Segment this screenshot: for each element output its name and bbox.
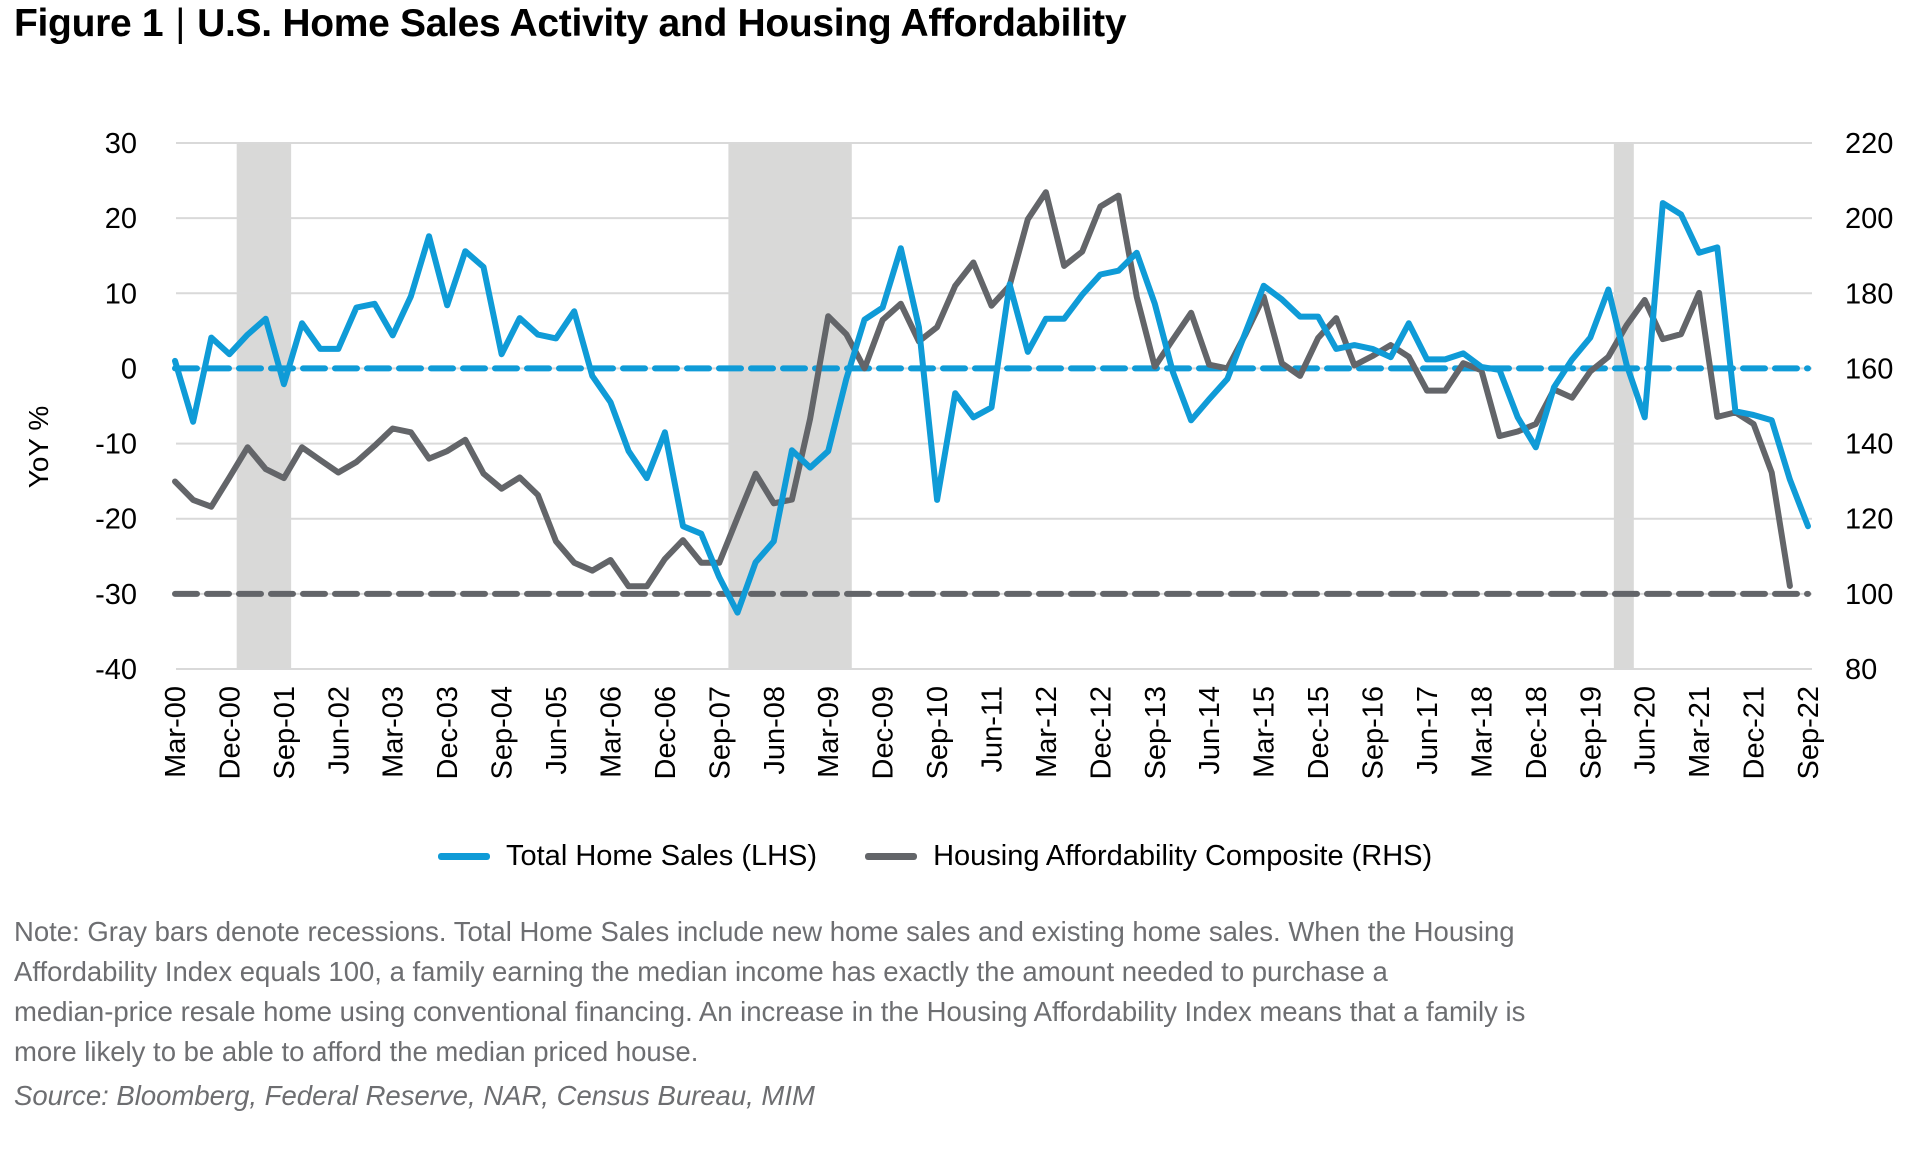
x-tick-label: Sep-10 [922, 686, 954, 780]
x-tick-label: Sep-13 [1140, 686, 1172, 780]
x-tick-label: Dec-09 [868, 686, 900, 780]
legend-swatch-affordability [865, 852, 918, 860]
y-tick-label: -40 [95, 654, 137, 686]
y2-tick-label: 180 [1845, 278, 1893, 310]
x-tick-label: Sep-01 [269, 686, 301, 780]
recession-band [1613, 143, 1634, 669]
x-tick-label: Jun-11 [977, 686, 1009, 773]
x-tick-label: Jun-17 [1412, 686, 1444, 775]
y2-tick-label: 140 [1845, 429, 1893, 461]
series-line-sales [172, 200, 1811, 616]
x-tick-label: Mar-03 [378, 686, 410, 778]
figure-title-text: U.S. Home Sales Activity and Housing Aff… [197, 2, 1127, 45]
x-tick-label: Dec-21 [1739, 686, 1771, 780]
legend-label-affordability: Housing Affordability Composite (RHS) [933, 839, 1433, 872]
y-tick-label: 20 [105, 203, 137, 235]
recession-band [236, 143, 292, 669]
note-line: Note: Gray bars denote recessions. Total… [14, 916, 1515, 947]
title-separator: | [175, 2, 186, 45]
x-tick-label: Jun-08 [759, 686, 791, 775]
note-line: more likely to be able to afford the med… [14, 1036, 699, 1067]
x-tick-label: Dec-06 [650, 686, 682, 780]
y2-tick-label: 120 [1845, 504, 1893, 536]
x-tick-label: Mar-06 [595, 686, 627, 778]
note-line: Affordability Index equals 100, a family… [14, 956, 1388, 987]
x-tick-label: Sep-22 [1793, 686, 1825, 780]
legend: Total Home Sales (LHS) Housing Affordabi… [438, 836, 1480, 876]
legend-swatch-sales [438, 852, 490, 860]
x-tick-label: Mar-09 [813, 686, 845, 778]
chart-note: Note: Gray bars denote recessions. Total… [14, 912, 1525, 1072]
x-tick-label: Sep-07 [704, 686, 736, 780]
y-tick-label: -30 [95, 579, 137, 611]
y2-tick-label: 220 [1845, 128, 1893, 160]
y2-tick-label: 200 [1845, 203, 1893, 235]
x-tick-label: Dec-15 [1303, 686, 1335, 780]
x-tick-label: Sep-04 [487, 686, 519, 780]
x-tick-label: Dec-03 [432, 686, 464, 780]
legend-label-sales: Total Home Sales (LHS) [506, 839, 818, 872]
legend-item-sales: Total Home Sales (LHS) [438, 840, 817, 873]
y-tick-label: -20 [95, 504, 137, 536]
y2-tick-label: 80 [1845, 654, 1877, 686]
x-tick-label: Jun-14 [1194, 686, 1226, 775]
x-tick-label: Jun-05 [541, 686, 573, 775]
x-tick-label: Dec-00 [214, 686, 246, 780]
y-axis-label: YoY % [23, 406, 54, 489]
x-tick-label: Mar-12 [1031, 686, 1063, 778]
x-tick-label: Dec-12 [1085, 686, 1117, 780]
y2-tick-label: 160 [1845, 353, 1893, 385]
y-tick-label: -10 [95, 429, 137, 461]
figure-label: Figure 1 [14, 2, 164, 45]
x-tick-label: Sep-19 [1575, 686, 1607, 780]
y-tick-label: 30 [105, 128, 137, 160]
series-line-affordability [172, 189, 1793, 590]
y2-tick-label: 100 [1845, 579, 1893, 611]
x-tick-label: Mar-15 [1249, 686, 1281, 778]
y-tick-label: 10 [105, 278, 137, 310]
x-tick-label: Mar-21 [1684, 686, 1716, 778]
legend-item-affordability: Housing Affordability Composite (RHS) [865, 840, 1432, 873]
x-tick-label: Sep-16 [1358, 686, 1390, 780]
note-line: median-price resale home using conventio… [14, 996, 1526, 1027]
figure-title: Figure 1 | U.S. Home Sales Activity and Ho… [14, 2, 1127, 46]
x-tick-label: Jun-20 [1630, 686, 1662, 775]
x-tick-label: Jun-02 [323, 686, 355, 775]
y-tick-label: 0 [121, 353, 137, 385]
chart-source: Source: Bloomberg, Federal Reserve, NAR,… [14, 1080, 815, 1111]
x-tick-label: Dec-18 [1521, 686, 1553, 780]
x-tick-label: Mar-00 [160, 686, 192, 778]
x-tick-label: Mar-18 [1466, 686, 1498, 778]
